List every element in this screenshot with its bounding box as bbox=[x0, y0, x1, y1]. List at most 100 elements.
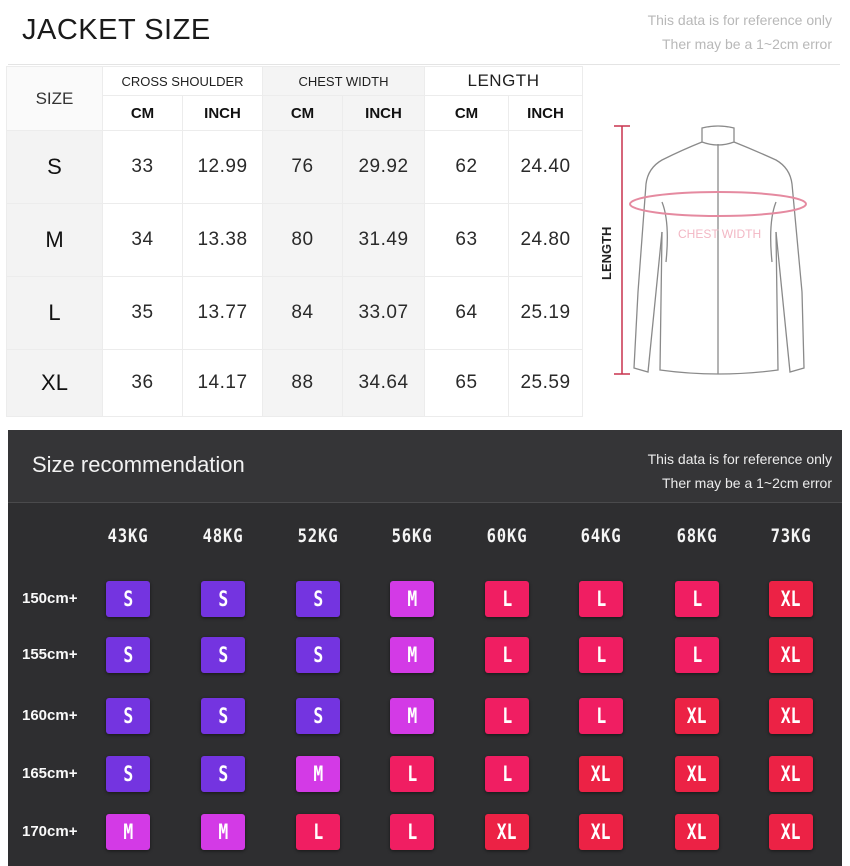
size-badge: L bbox=[579, 698, 623, 734]
size-badge: L bbox=[390, 814, 434, 850]
header-divider bbox=[8, 64, 840, 65]
measure-cell: 62 bbox=[424, 130, 509, 204]
unit-header: INCH bbox=[182, 95, 263, 131]
unit-header: INCH bbox=[342, 95, 425, 131]
size-badge-label: S bbox=[123, 704, 133, 728]
size-badge: XL bbox=[579, 756, 623, 792]
size-badge: S bbox=[106, 756, 150, 792]
size-badge-label: S bbox=[218, 587, 228, 611]
recommendation-note-line-1: This data is for reference only bbox=[647, 451, 832, 467]
jacket-measurement-diagram: LENGTH CHEST WIDTH bbox=[599, 125, 807, 375]
weight-column-header: 43KG bbox=[107, 525, 149, 547]
size-badge: XL bbox=[769, 698, 813, 734]
jacket-outline bbox=[633, 125, 805, 375]
size-badge: M bbox=[390, 698, 434, 734]
unit-header: CM bbox=[102, 95, 183, 131]
size-badge: S bbox=[296, 637, 340, 673]
size-badge-label: XL bbox=[781, 762, 801, 786]
measure-cell: 84 bbox=[262, 276, 343, 350]
size-badge: XL bbox=[769, 814, 813, 850]
jacket-reference-note: This data is for reference only Ther may… bbox=[648, 8, 832, 56]
measure-cell: 35 bbox=[102, 276, 183, 350]
size-badge-label: XL bbox=[591, 820, 611, 844]
size-badge-label: M bbox=[407, 643, 417, 667]
size-badge-label: S bbox=[313, 587, 323, 611]
size-badge-label: XL bbox=[781, 643, 801, 667]
measure-cell: 34 bbox=[102, 203, 183, 277]
size-badge-label: S bbox=[313, 643, 323, 667]
size-badge-label: L bbox=[502, 587, 512, 611]
size-badge-label: L bbox=[502, 643, 512, 667]
size-badge: M bbox=[106, 814, 150, 850]
weight-column-header: 52KG bbox=[297, 525, 339, 547]
size-badge: XL bbox=[675, 814, 719, 850]
size-badge: XL bbox=[769, 581, 813, 617]
size-badge: M bbox=[201, 814, 245, 850]
height-row-label: 155cm+ bbox=[22, 646, 78, 663]
measure-cell: 25.59 bbox=[508, 349, 583, 417]
size-badge: L bbox=[579, 581, 623, 617]
size-label: XL bbox=[6, 349, 103, 417]
size-badge-label: XL bbox=[781, 587, 801, 611]
size-badge-label: XL bbox=[497, 820, 517, 844]
table-row: XL 36 14.17 88 34.64 65 25.59 bbox=[6, 349, 583, 417]
size-badge: L bbox=[485, 698, 529, 734]
weight-column-header: 56KG bbox=[391, 525, 433, 547]
weight-column-header: 48KG bbox=[202, 525, 244, 547]
height-row-label: 160cm+ bbox=[22, 707, 78, 724]
size-badge-label: XL bbox=[591, 762, 611, 786]
height-row-label: 170cm+ bbox=[22, 823, 78, 840]
weight-column-header: 60KG bbox=[486, 525, 528, 547]
size-badge: L bbox=[579, 637, 623, 673]
measure-cell: 63 bbox=[424, 203, 509, 277]
measure-cell: 14.17 bbox=[182, 349, 263, 417]
measure-cell: 12.99 bbox=[182, 130, 263, 204]
size-badge-label: L bbox=[596, 643, 606, 667]
length-header: LENGTH bbox=[424, 66, 583, 96]
size-badge-label: L bbox=[596, 587, 606, 611]
size-badge: L bbox=[296, 814, 340, 850]
size-badge-label: S bbox=[123, 643, 133, 667]
size-badge-label: S bbox=[123, 762, 133, 786]
measure-cell: 80 bbox=[262, 203, 343, 277]
unit-header: INCH bbox=[508, 95, 583, 131]
size-badge: S bbox=[296, 581, 340, 617]
measure-cell: 64 bbox=[424, 276, 509, 350]
size-badge: S bbox=[201, 637, 245, 673]
size-badge: L bbox=[675, 637, 719, 673]
size-badge-label: L bbox=[502, 762, 512, 786]
size-badge-label: L bbox=[313, 820, 323, 844]
weight-column-header: 64KG bbox=[580, 525, 622, 547]
table-row: M 34 13.38 80 31.49 63 24.80 bbox=[6, 203, 583, 277]
size-badge: S bbox=[296, 698, 340, 734]
size-badge-label: M bbox=[407, 587, 417, 611]
size-column-header: SIZE bbox=[6, 66, 103, 131]
size-badge-label: S bbox=[123, 587, 133, 611]
size-badge-label: S bbox=[313, 704, 323, 728]
size-badge: M bbox=[390, 637, 434, 673]
measure-cell: 33.07 bbox=[342, 276, 425, 350]
measure-cell: 24.40 bbox=[508, 130, 583, 204]
size-badge-label: XL bbox=[687, 704, 707, 728]
size-badge: XL bbox=[675, 756, 719, 792]
size-badge-label: XL bbox=[781, 820, 801, 844]
table-row: S 33 12.99 76 29.92 62 24.40 bbox=[6, 130, 583, 204]
size-badge-label: S bbox=[218, 643, 228, 667]
size-badge: M bbox=[296, 756, 340, 792]
measure-cell: 25.19 bbox=[508, 276, 583, 350]
size-badge-label: M bbox=[313, 762, 323, 786]
weight-column-header: 73KG bbox=[770, 525, 812, 547]
size-label: M bbox=[6, 203, 103, 277]
size-badge-label: L bbox=[407, 820, 417, 844]
cross-shoulder-header: CROSS SHOULDER bbox=[102, 66, 263, 96]
chest-width-header: CHEST WIDTH bbox=[262, 66, 425, 96]
size-badge: XL bbox=[769, 637, 813, 673]
size-badge-label: XL bbox=[781, 704, 801, 728]
size-badge: S bbox=[201, 698, 245, 734]
size-badge: S bbox=[106, 637, 150, 673]
measure-cell: 36 bbox=[102, 349, 183, 417]
measure-cell: 33 bbox=[102, 130, 183, 204]
height-row-label: 150cm+ bbox=[22, 590, 78, 607]
weight-column-header: 68KG bbox=[676, 525, 718, 547]
size-badge: S bbox=[201, 756, 245, 792]
